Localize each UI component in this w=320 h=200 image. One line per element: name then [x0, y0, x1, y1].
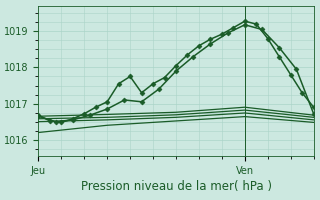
X-axis label: Pression niveau de la mer( hPa ): Pression niveau de la mer( hPa ) [81, 180, 271, 193]
